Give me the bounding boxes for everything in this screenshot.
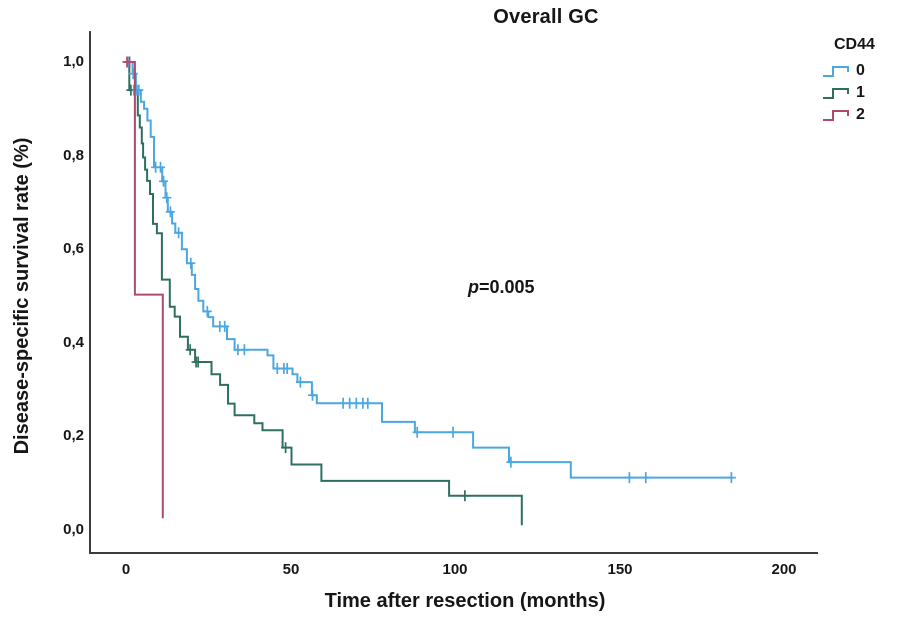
legend-title: CD44 [834, 36, 875, 53]
km-curve-1 [126, 61, 523, 526]
legend-item-label: 1 [856, 84, 865, 101]
y-tick-label: 0,2 [63, 427, 84, 444]
chart-title: Overall GC [493, 6, 599, 28]
legend-item-1: 1 [822, 82, 900, 104]
y-tick-label: 0,4 [63, 334, 84, 351]
x-tick-label: 50 [282, 561, 300, 578]
legend-item-label: 2 [856, 106, 865, 123]
y-tick-label: 0,0 [63, 521, 84, 538]
legend-item-label: 0 [856, 62, 865, 79]
p-value-annotation: p=0.005 [468, 277, 535, 298]
step-line-icon [823, 88, 849, 99]
x-tick-label: 150 [607, 561, 633, 578]
step-line-icon [823, 66, 849, 77]
x-tick-label: 0 [121, 561, 131, 578]
y-tick-label: 0,6 [63, 240, 84, 257]
step-line-icon [823, 110, 849, 121]
censor-marks-1 [126, 84, 470, 502]
censor-marks-2 [122, 56, 135, 68]
p-value-symbol: p [468, 277, 479, 297]
x-tick-label: 100 [442, 561, 468, 578]
y-tick-label: 0,8 [63, 147, 84, 164]
y-tick-label: 1,0 [63, 53, 84, 70]
legend-item-0: 0 [822, 60, 900, 82]
legend-item-2: 2 [822, 104, 900, 126]
censor-marks-0 [123, 56, 736, 484]
km-curve-0 [126, 61, 732, 479]
p-value-text: =0.005 [479, 277, 535, 297]
y-axis-title: Disease-specific survival rate (%) [11, 137, 33, 455]
x-axis-title: Time after resection (months) [324, 590, 606, 612]
km-curve-2 [126, 61, 164, 519]
x-tick-label: 200 [771, 561, 797, 578]
legend: CD44 0 1 2 [822, 36, 900, 126]
